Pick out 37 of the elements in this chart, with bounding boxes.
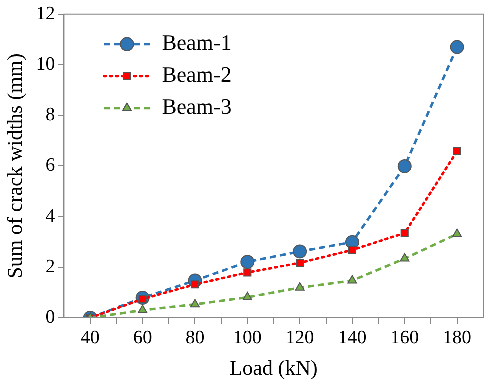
x-tick-label: 140 [338,327,367,348]
x-tick-label: 80 [186,327,205,348]
x-tick-label: 100 [233,327,262,348]
point [452,228,462,238]
y-tick-label: 10 [36,54,56,75]
point [295,282,305,291]
point [190,299,200,308]
x-tick-label: 120 [286,327,314,348]
point [296,259,304,268]
x-tick-label: 60 [133,327,152,348]
point [400,253,410,262]
y-tick-label: 12 [36,3,56,24]
point [138,304,148,314]
x-tick-label: 160 [390,327,420,348]
point [191,280,200,289]
y-tick-label: 6 [46,155,56,176]
point [293,244,308,259]
legend-label: Beam-3 [162,94,232,120]
y-tick-label: 4 [46,206,56,227]
x-tick-label: 180 [443,327,472,348]
legend-label: Beam-2 [162,62,232,88]
y-axis-title: Sum of crack widths (mm) [3,54,28,279]
y-tick-label: 2 [46,256,56,278]
x-axis-title: Load (kN) [230,356,318,380]
y-tick-label: 8 [46,104,56,126]
point [244,268,252,277]
point [400,229,409,238]
legend-label: Beam-1 [162,30,232,56]
point [450,40,464,54]
point [240,255,255,270]
x-tick-label: 40 [80,327,100,348]
point [348,246,357,254]
y-tick-label: 0 [46,306,56,328]
point [242,292,252,301]
point [348,275,358,284]
point [398,159,412,174]
point [453,147,462,156]
